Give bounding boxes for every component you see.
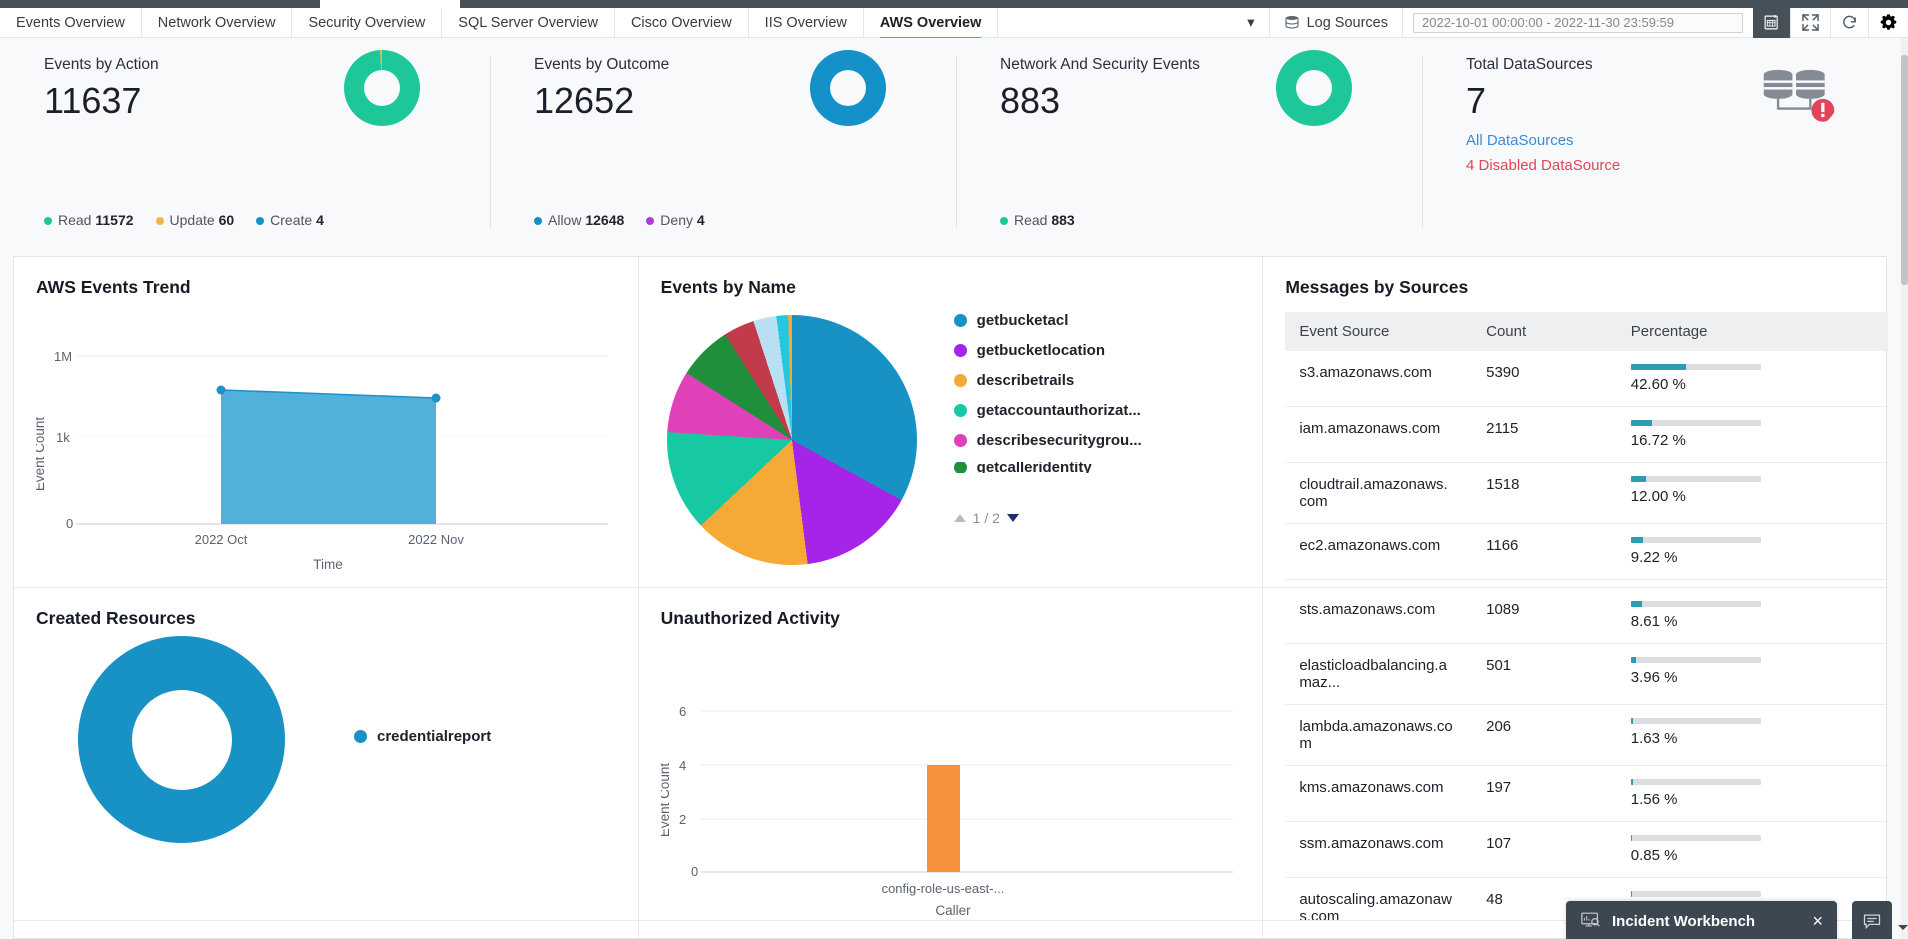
svg-text:Event Count: Event Count: [36, 417, 47, 492]
svg-text:1M: 1M: [54, 349, 72, 364]
svg-text:Event Count: Event Count: [661, 763, 672, 838]
svg-text:2: 2: [679, 812, 686, 827]
svg-text:0: 0: [66, 516, 73, 531]
svg-text:0: 0: [691, 864, 698, 879]
svg-text:2022 Oct: 2022 Oct: [195, 532, 248, 547]
svg-text:Caller: Caller: [935, 903, 971, 915]
svg-text:2022 Nov: 2022 Nov: [408, 532, 464, 547]
svg-text:6: 6: [679, 704, 686, 719]
svg-text:config-role-us-east-...: config-role-us-east-...: [881, 881, 1004, 896]
svg-text:Time: Time: [313, 557, 343, 572]
svg-text:4: 4: [679, 758, 686, 773]
svg-text:1k: 1k: [56, 430, 70, 445]
